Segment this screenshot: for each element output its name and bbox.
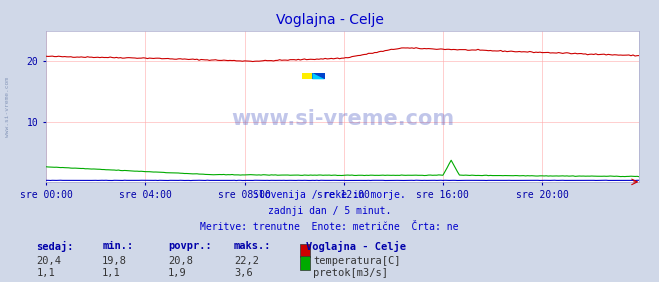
Text: Slovenija / reke in morje.: Slovenija / reke in morje. — [253, 190, 406, 200]
Text: 20,4: 20,4 — [36, 256, 61, 266]
Text: 20,8: 20,8 — [168, 256, 193, 266]
Text: temperatura[C]: temperatura[C] — [313, 256, 401, 266]
Text: Voglajna - Celje: Voglajna - Celje — [306, 241, 407, 252]
FancyBboxPatch shape — [302, 73, 315, 79]
Text: 3,6: 3,6 — [234, 268, 252, 278]
Text: min.:: min.: — [102, 241, 133, 251]
Text: zadnji dan / 5 minut.: zadnji dan / 5 minut. — [268, 206, 391, 216]
Text: pretok[m3/s]: pretok[m3/s] — [313, 268, 388, 278]
Text: 1,9: 1,9 — [168, 268, 186, 278]
Text: 1,1: 1,1 — [102, 268, 121, 278]
Polygon shape — [312, 73, 325, 79]
Text: povpr.:: povpr.: — [168, 241, 212, 251]
Text: 22,2: 22,2 — [234, 256, 259, 266]
Text: 19,8: 19,8 — [102, 256, 127, 266]
Text: Meritve: trenutne  Enote: metrične  Črta: ne: Meritve: trenutne Enote: metrične Črta: … — [200, 222, 459, 232]
Text: 1,1: 1,1 — [36, 268, 55, 278]
Text: sedaj:: sedaj: — [36, 241, 74, 252]
FancyBboxPatch shape — [312, 73, 325, 79]
Text: maks.:: maks.: — [234, 241, 272, 251]
Text: Voglajna - Celje: Voglajna - Celje — [275, 13, 384, 27]
Text: www.si-vreme.com: www.si-vreme.com — [231, 109, 454, 129]
Text: www.si-vreme.com: www.si-vreme.com — [5, 77, 11, 137]
